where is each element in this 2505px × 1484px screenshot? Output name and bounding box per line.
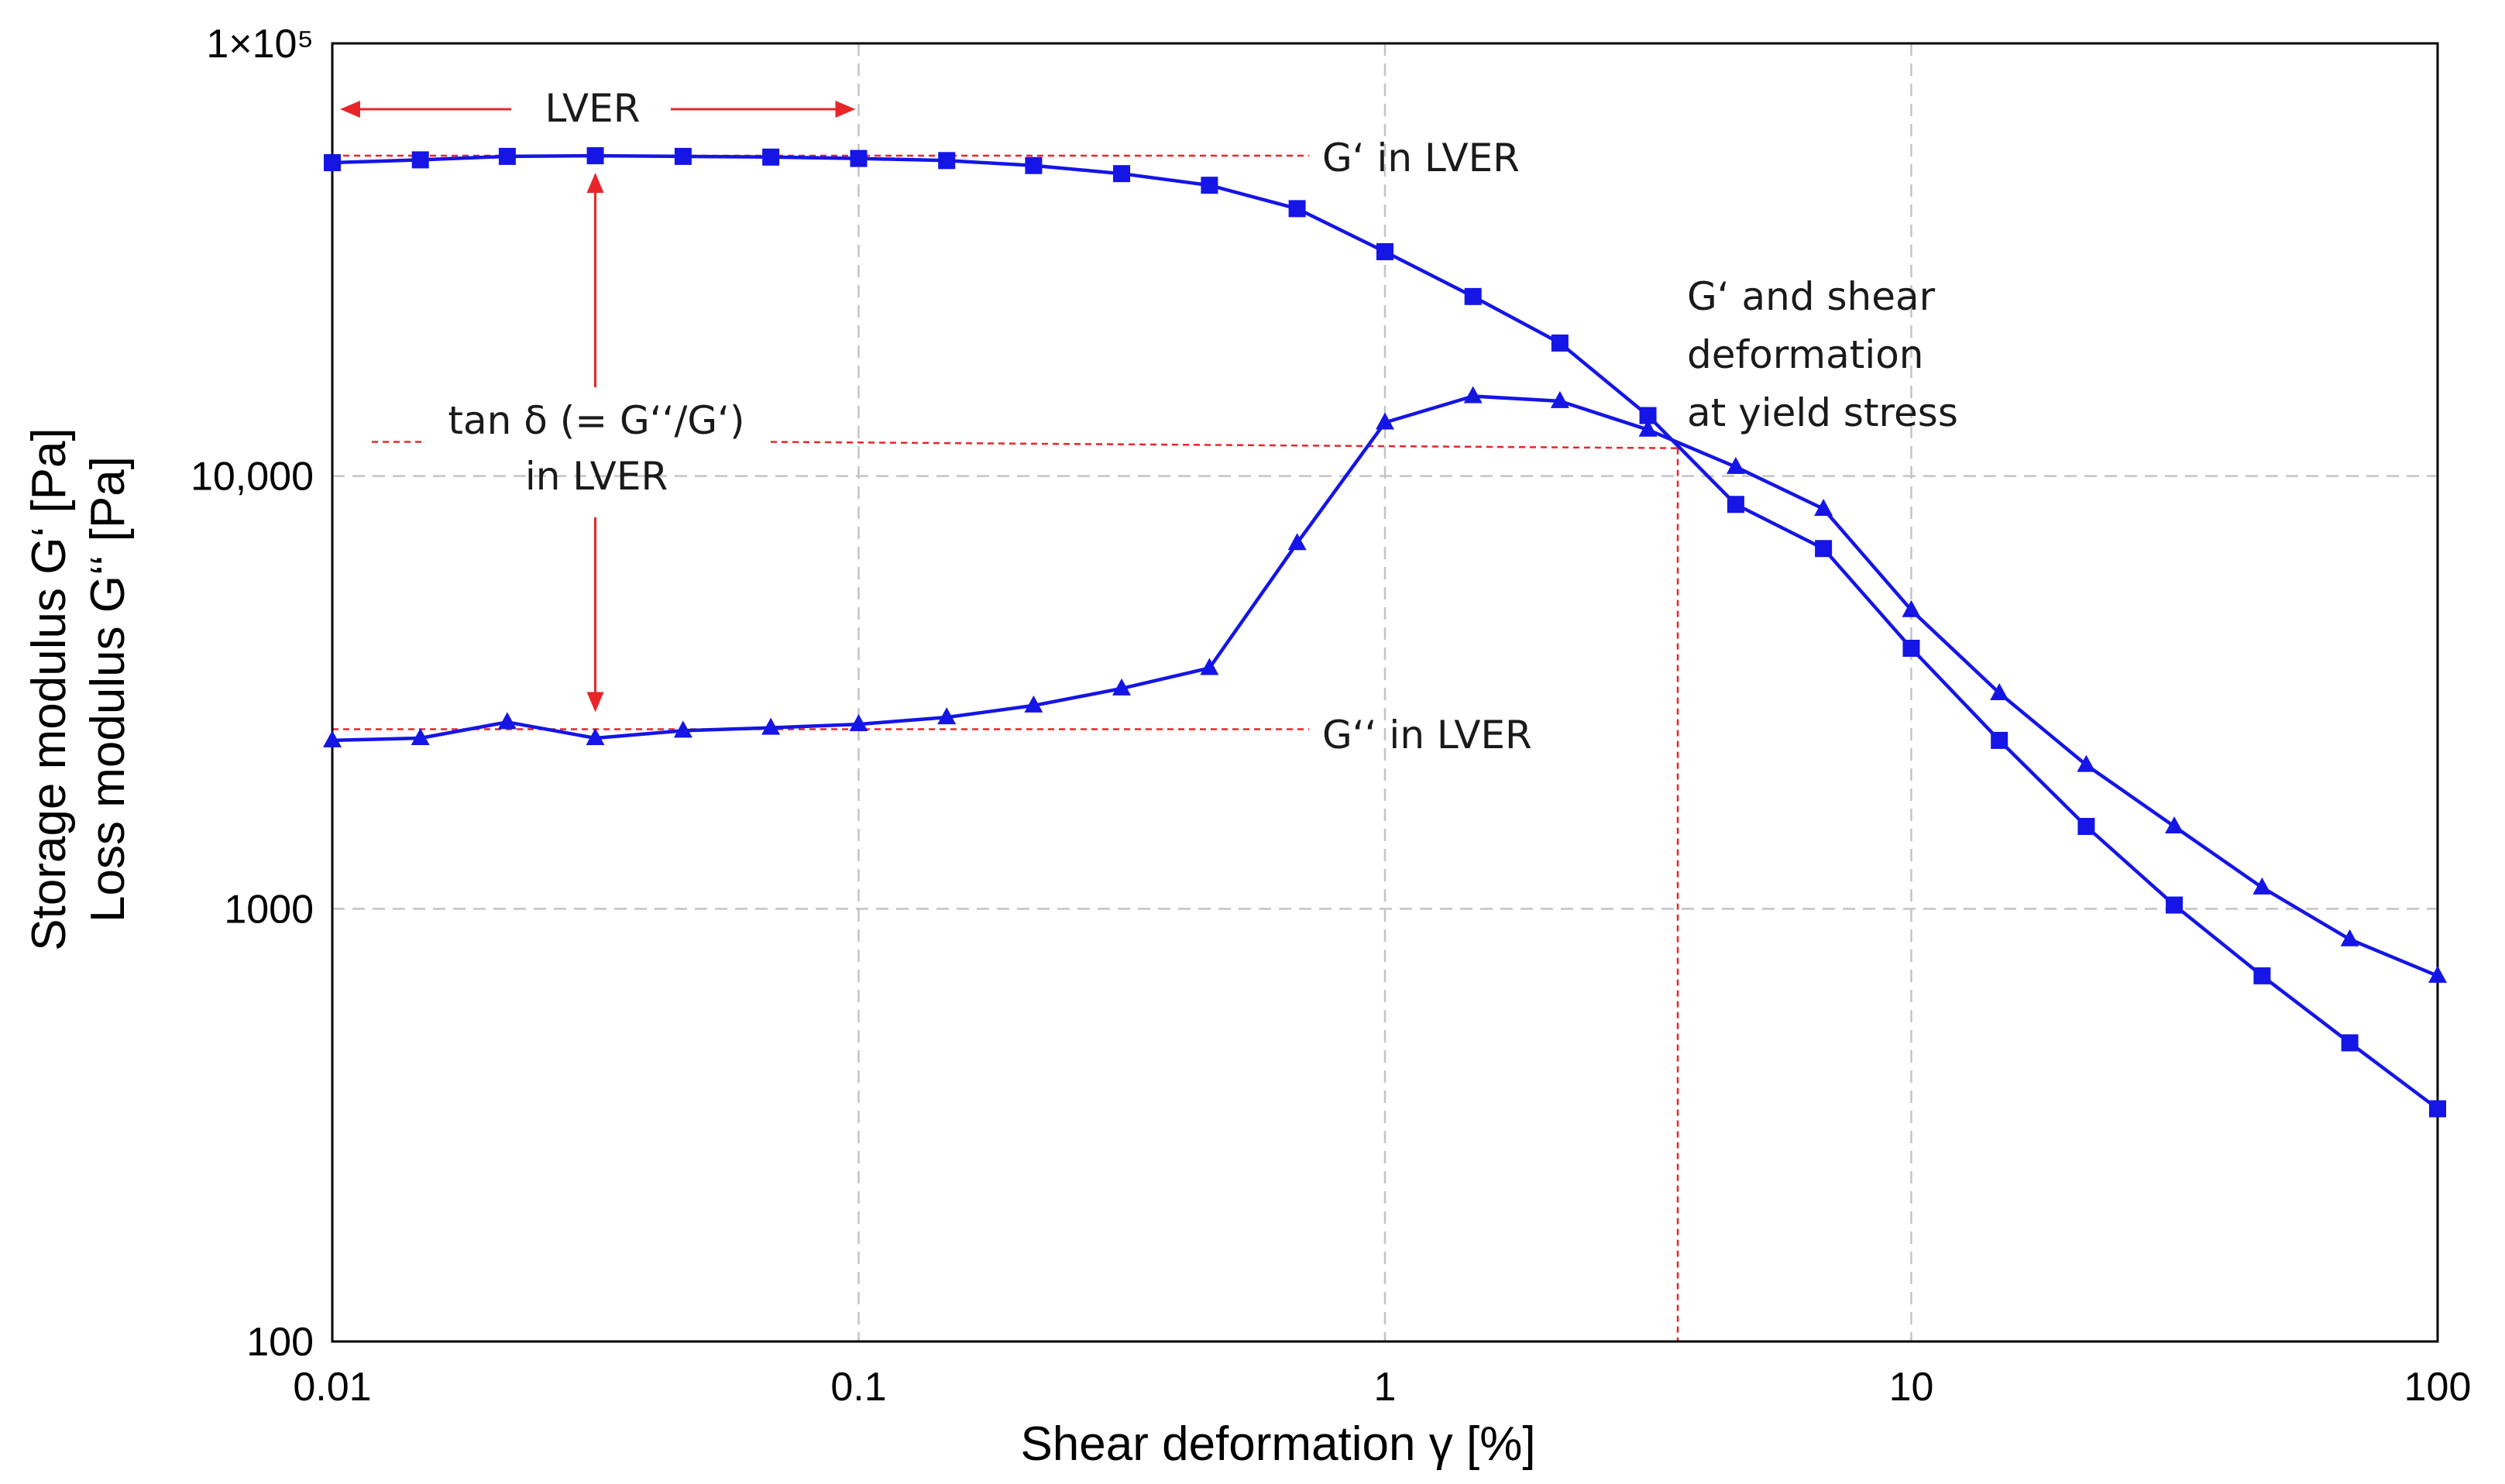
yield-label-line1: G‘ and shear <box>1687 274 1936 319</box>
storage-modulus-point <box>1113 165 1131 183</box>
loss-modulus-point <box>1287 533 1307 551</box>
storage-modulus-point <box>2077 818 2095 836</box>
grid-lines <box>332 43 2438 1341</box>
loss-modulus-point <box>673 720 692 738</box>
loss-modulus-point <box>586 727 605 745</box>
y-axis-title-loss: Loss modulus G‘‘ [Pa] <box>81 456 135 922</box>
lver-arrow-right-head <box>835 101 856 118</box>
y-tick-label: 1000 <box>224 887 314 932</box>
tan-delta-reference-line-right <box>770 441 1679 449</box>
loss-modulus-point <box>761 717 781 735</box>
data-series <box>323 147 2447 1118</box>
loss-modulus-point <box>2077 754 2096 772</box>
x-axis-title: Shear deformation γ [%] <box>1020 1417 1535 1471</box>
storage-modulus-point <box>2253 967 2271 984</box>
x-tick-label: 100 <box>2404 1365 2472 1410</box>
plot-frame <box>331 42 2439 1343</box>
loss-modulus-point <box>1024 695 1043 713</box>
storage-modulus-point <box>586 147 604 165</box>
storage-modulus-point <box>324 154 341 172</box>
storage-modulus-point <box>2166 896 2184 914</box>
storage-modulus-point <box>1902 639 1920 657</box>
storage-modulus-point <box>850 149 868 167</box>
loss-modulus-point <box>1638 419 1658 437</box>
loss-modulus-point <box>1200 658 1219 675</box>
loss-modulus-point <box>1814 498 1833 516</box>
storage-modulus-point <box>498 147 516 165</box>
storage-modulus-point <box>1991 731 2008 749</box>
g-prime-lver-label: G‘ in LVER <box>1322 136 1520 180</box>
storage-modulus-point <box>762 148 780 166</box>
storage-modulus-point <box>674 147 692 165</box>
yield-label-line2: deformation <box>1687 332 1924 377</box>
loss-modulus-point <box>323 730 342 747</box>
loss-modulus-point <box>2428 965 2447 983</box>
tan-delta-arrow-up-head <box>586 173 604 194</box>
loss-modulus-point <box>1902 599 1921 617</box>
loss-modulus-point <box>937 707 957 725</box>
loss-modulus-point <box>1376 412 1394 430</box>
x-tick-label: 0.1 <box>830 1365 886 1410</box>
y-tick-label: 10,000 <box>191 455 314 500</box>
lver-label: LVER <box>545 86 641 131</box>
storage-modulus-point <box>2429 1100 2446 1118</box>
axis-ticks: 0.01 0.1 1 10 100 100 1000 10,000 1×10⁵ <box>191 22 2471 1410</box>
loss-modulus-point <box>2340 929 2359 946</box>
loss-modulus-point <box>2165 816 2184 834</box>
lver-arrow-left-head <box>340 101 360 118</box>
g-double-prime-lver-label: G‘‘ in LVER <box>1322 713 1532 757</box>
x-tick-label: 0.01 <box>293 1365 371 1410</box>
loss-modulus-point <box>1990 682 2009 700</box>
tan-delta-label-line2: in LVER <box>525 454 668 499</box>
loss-modulus-point <box>1463 386 1483 404</box>
loss-modulus-point <box>1550 390 1569 408</box>
storage-modulus-point <box>411 151 429 169</box>
loss-modulus-point <box>2252 877 2272 895</box>
storage-modulus-point <box>1639 407 1657 424</box>
storage-modulus-point <box>1288 200 1306 218</box>
tan-delta-label-line1: tan δ (= G‘‘/G‘) <box>448 398 744 443</box>
storage-modulus-point <box>1815 540 1833 558</box>
storage-modulus-point <box>938 152 956 170</box>
tan-delta-arrow-down-head <box>586 692 604 713</box>
loss-modulus-point <box>1112 678 1132 696</box>
y-tick-label: 100 <box>246 1320 314 1365</box>
storage-modulus-point <box>1025 156 1043 174</box>
storage-modulus-point <box>1551 334 1569 352</box>
storage-modulus-point <box>2341 1034 2359 1052</box>
y-axis-title-storage: Storage modulus G‘ [Pa] <box>22 428 76 950</box>
loss-modulus-point <box>411 727 430 745</box>
loss-modulus-point <box>849 714 868 732</box>
x-tick-label: 1 <box>1374 1365 1397 1410</box>
yield-label-line3: at yield stress <box>1687 390 1958 435</box>
storage-modulus-point <box>1201 177 1218 194</box>
storage-modulus-point <box>1727 496 1744 514</box>
storage-modulus-point <box>1376 242 1393 260</box>
x-tick-label: 10 <box>1889 1365 1934 1410</box>
loss-modulus-point <box>497 712 517 730</box>
annotations: LVER G‘ in LVER G‘‘ in LVER tan δ (= G‘‘… <box>340 86 1958 757</box>
y-tick-label: 1×10⁵ <box>206 22 314 67</box>
loss-modulus-point <box>1726 456 1745 474</box>
storage-modulus-point <box>1464 287 1482 305</box>
